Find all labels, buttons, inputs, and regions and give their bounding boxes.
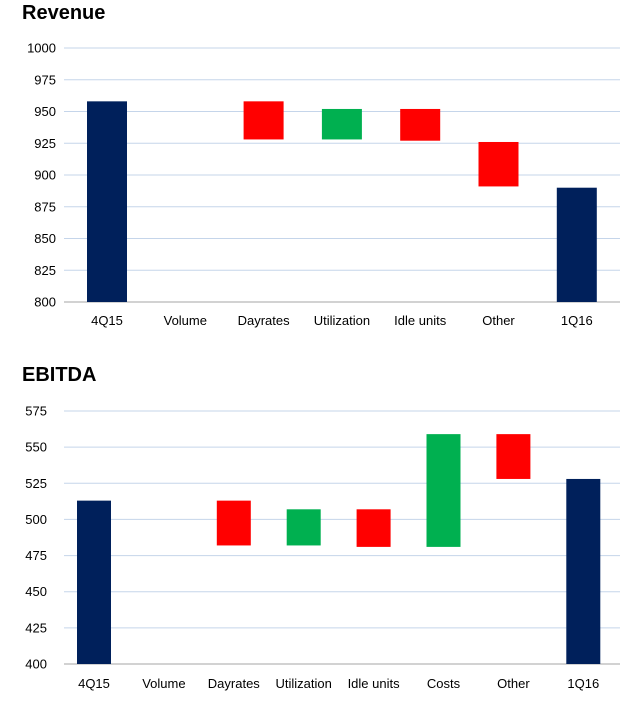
revenue-x-tick-label: Volume — [164, 313, 207, 328]
ebitda-chart-title: EBITDA — [22, 364, 97, 386]
ebitda-x-tick-label: 4Q15 — [78, 676, 110, 691]
ebitda-y-tick-label: 450 — [25, 584, 47, 599]
ebitda-x-tick-label: 1Q16 — [567, 676, 599, 691]
revenue-bar-1q16 — [556, 187, 597, 302]
revenue-y-tick-label: 825 — [34, 263, 56, 278]
ebitda-y-tick-label: 475 — [25, 548, 47, 563]
ebitda-chart: EBITDA 400 425 450 475 500 525 550 575 4Q15 Volum… — [0, 362, 640, 702]
revenue-chart: Revenue 800 825 850 875 900 925 950 975 1000 4Q15… — [0, 0, 640, 340]
ebitda-x-tick-label: Idle units — [348, 676, 401, 691]
ebitda-y-tick-label: 525 — [25, 476, 47, 491]
revenue-x-tick-label: Idle units — [394, 313, 447, 328]
revenue-y-tick-label: 925 — [34, 136, 56, 151]
revenue-chart-svg: 800 825 850 875 900 925 950 975 1000 4Q15 Volume Da… — [27, 41, 620, 328]
revenue-y-tick-label: 975 — [34, 72, 56, 87]
revenue-y-tick-label: 875 — [34, 199, 56, 214]
revenue-x-tick-label: 1Q16 — [561, 313, 593, 328]
revenue-bar-utilization — [321, 108, 362, 140]
ebitda-x-tick-label: Volume — [142, 676, 185, 691]
ebitda-y-tick-label: 500 — [25, 512, 47, 527]
revenue-bar-other — [478, 141, 519, 187]
revenue-bar-idle-units — [400, 108, 441, 141]
ebitda-x-tick-label: Costs — [427, 676, 461, 691]
revenue-y-tick-label: 800 — [34, 295, 56, 310]
revenue-bar-4q15 — [87, 101, 127, 302]
revenue-y-tick-label: 1000 — [27, 41, 56, 56]
ebitda-chart-svg: 400 425 450 475 500 525 550 575 4Q15 Volume Dayrat… — [25, 404, 620, 691]
ebitda-bar-1q16 — [566, 478, 601, 664]
ebitda-x-tick-label: Utilization — [276, 676, 332, 691]
ebitda-x-tick-label: Other — [497, 676, 530, 691]
ebitda-y-tick-label: 400 — [25, 657, 47, 672]
revenue-y-tick-label: 850 — [34, 231, 56, 246]
revenue-x-tick-label: Other — [482, 313, 515, 328]
revenue-x-tick-label: Utilization — [314, 313, 370, 328]
ebitda-bar-other — [496, 434, 531, 479]
revenue-y-tick-label: 950 — [34, 104, 56, 119]
ebitda-bar-4q15 — [77, 500, 111, 664]
revenue-y-tick-label: 900 — [34, 168, 56, 183]
ebitda-x-tick-label: Dayrates — [208, 676, 261, 691]
revenue-x-tick-label: Dayrates — [238, 313, 291, 328]
ebitda-y-tick-label: 575 — [25, 404, 47, 419]
ebitda-y-tick-label: 550 — [25, 440, 47, 455]
ebitda-y-tick-label: 425 — [25, 620, 47, 635]
ebitda-bar-idle-units — [356, 509, 391, 547]
revenue-chart-title: Revenue — [22, 2, 106, 24]
ebitda-bar-utilization — [286, 509, 321, 546]
revenue-x-tick-label: 4Q15 — [91, 313, 123, 328]
revenue-bar-dayrates — [243, 101, 284, 140]
ebitda-bar-costs — [426, 434, 461, 547]
ebitda-bar-dayrates — [216, 500, 251, 546]
